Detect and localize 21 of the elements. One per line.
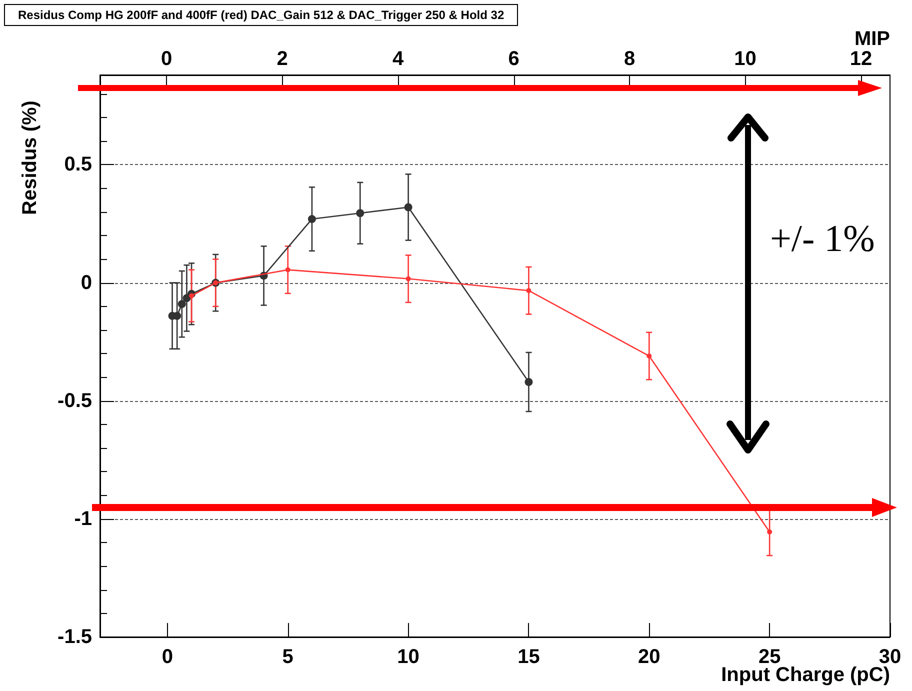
x2-tick-label: 0 <box>160 48 172 70</box>
x2-tick-label: 12 <box>850 48 872 70</box>
x2-tick-label: 10 <box>734 48 756 70</box>
y-tick-label: 0 <box>80 272 92 294</box>
x2-axis-title: MIP <box>854 28 890 50</box>
x2-tick-label: 4 <box>392 48 404 70</box>
x-tick-label: 15 <box>518 646 540 668</box>
y-tick-label: -1 <box>74 508 92 530</box>
x2-tick-label: 8 <box>624 48 636 70</box>
x-tick-label: 10 <box>397 646 420 668</box>
y-tick-label: -0.5 <box>58 390 92 412</box>
x2-tick-label: 6 <box>508 48 520 70</box>
y-axis-title: Residus (%) <box>19 100 41 215</box>
y-tick-label: -1.5 <box>58 626 92 648</box>
x-tick-label: 5 <box>282 646 294 668</box>
y-tick-label: 0.5 <box>64 154 92 176</box>
x2-tick-label: 2 <box>276 48 288 70</box>
chart-title: Residus Comp HG 200fF and 400fF (red) DAC_Gain 512 & DAC_Trigger 250 & Hold 32 <box>18 8 504 22</box>
x-tick-label: 0 <box>162 646 173 668</box>
x-tick-label: 20 <box>638 646 660 668</box>
annotation: +/- 1% <box>770 218 875 260</box>
